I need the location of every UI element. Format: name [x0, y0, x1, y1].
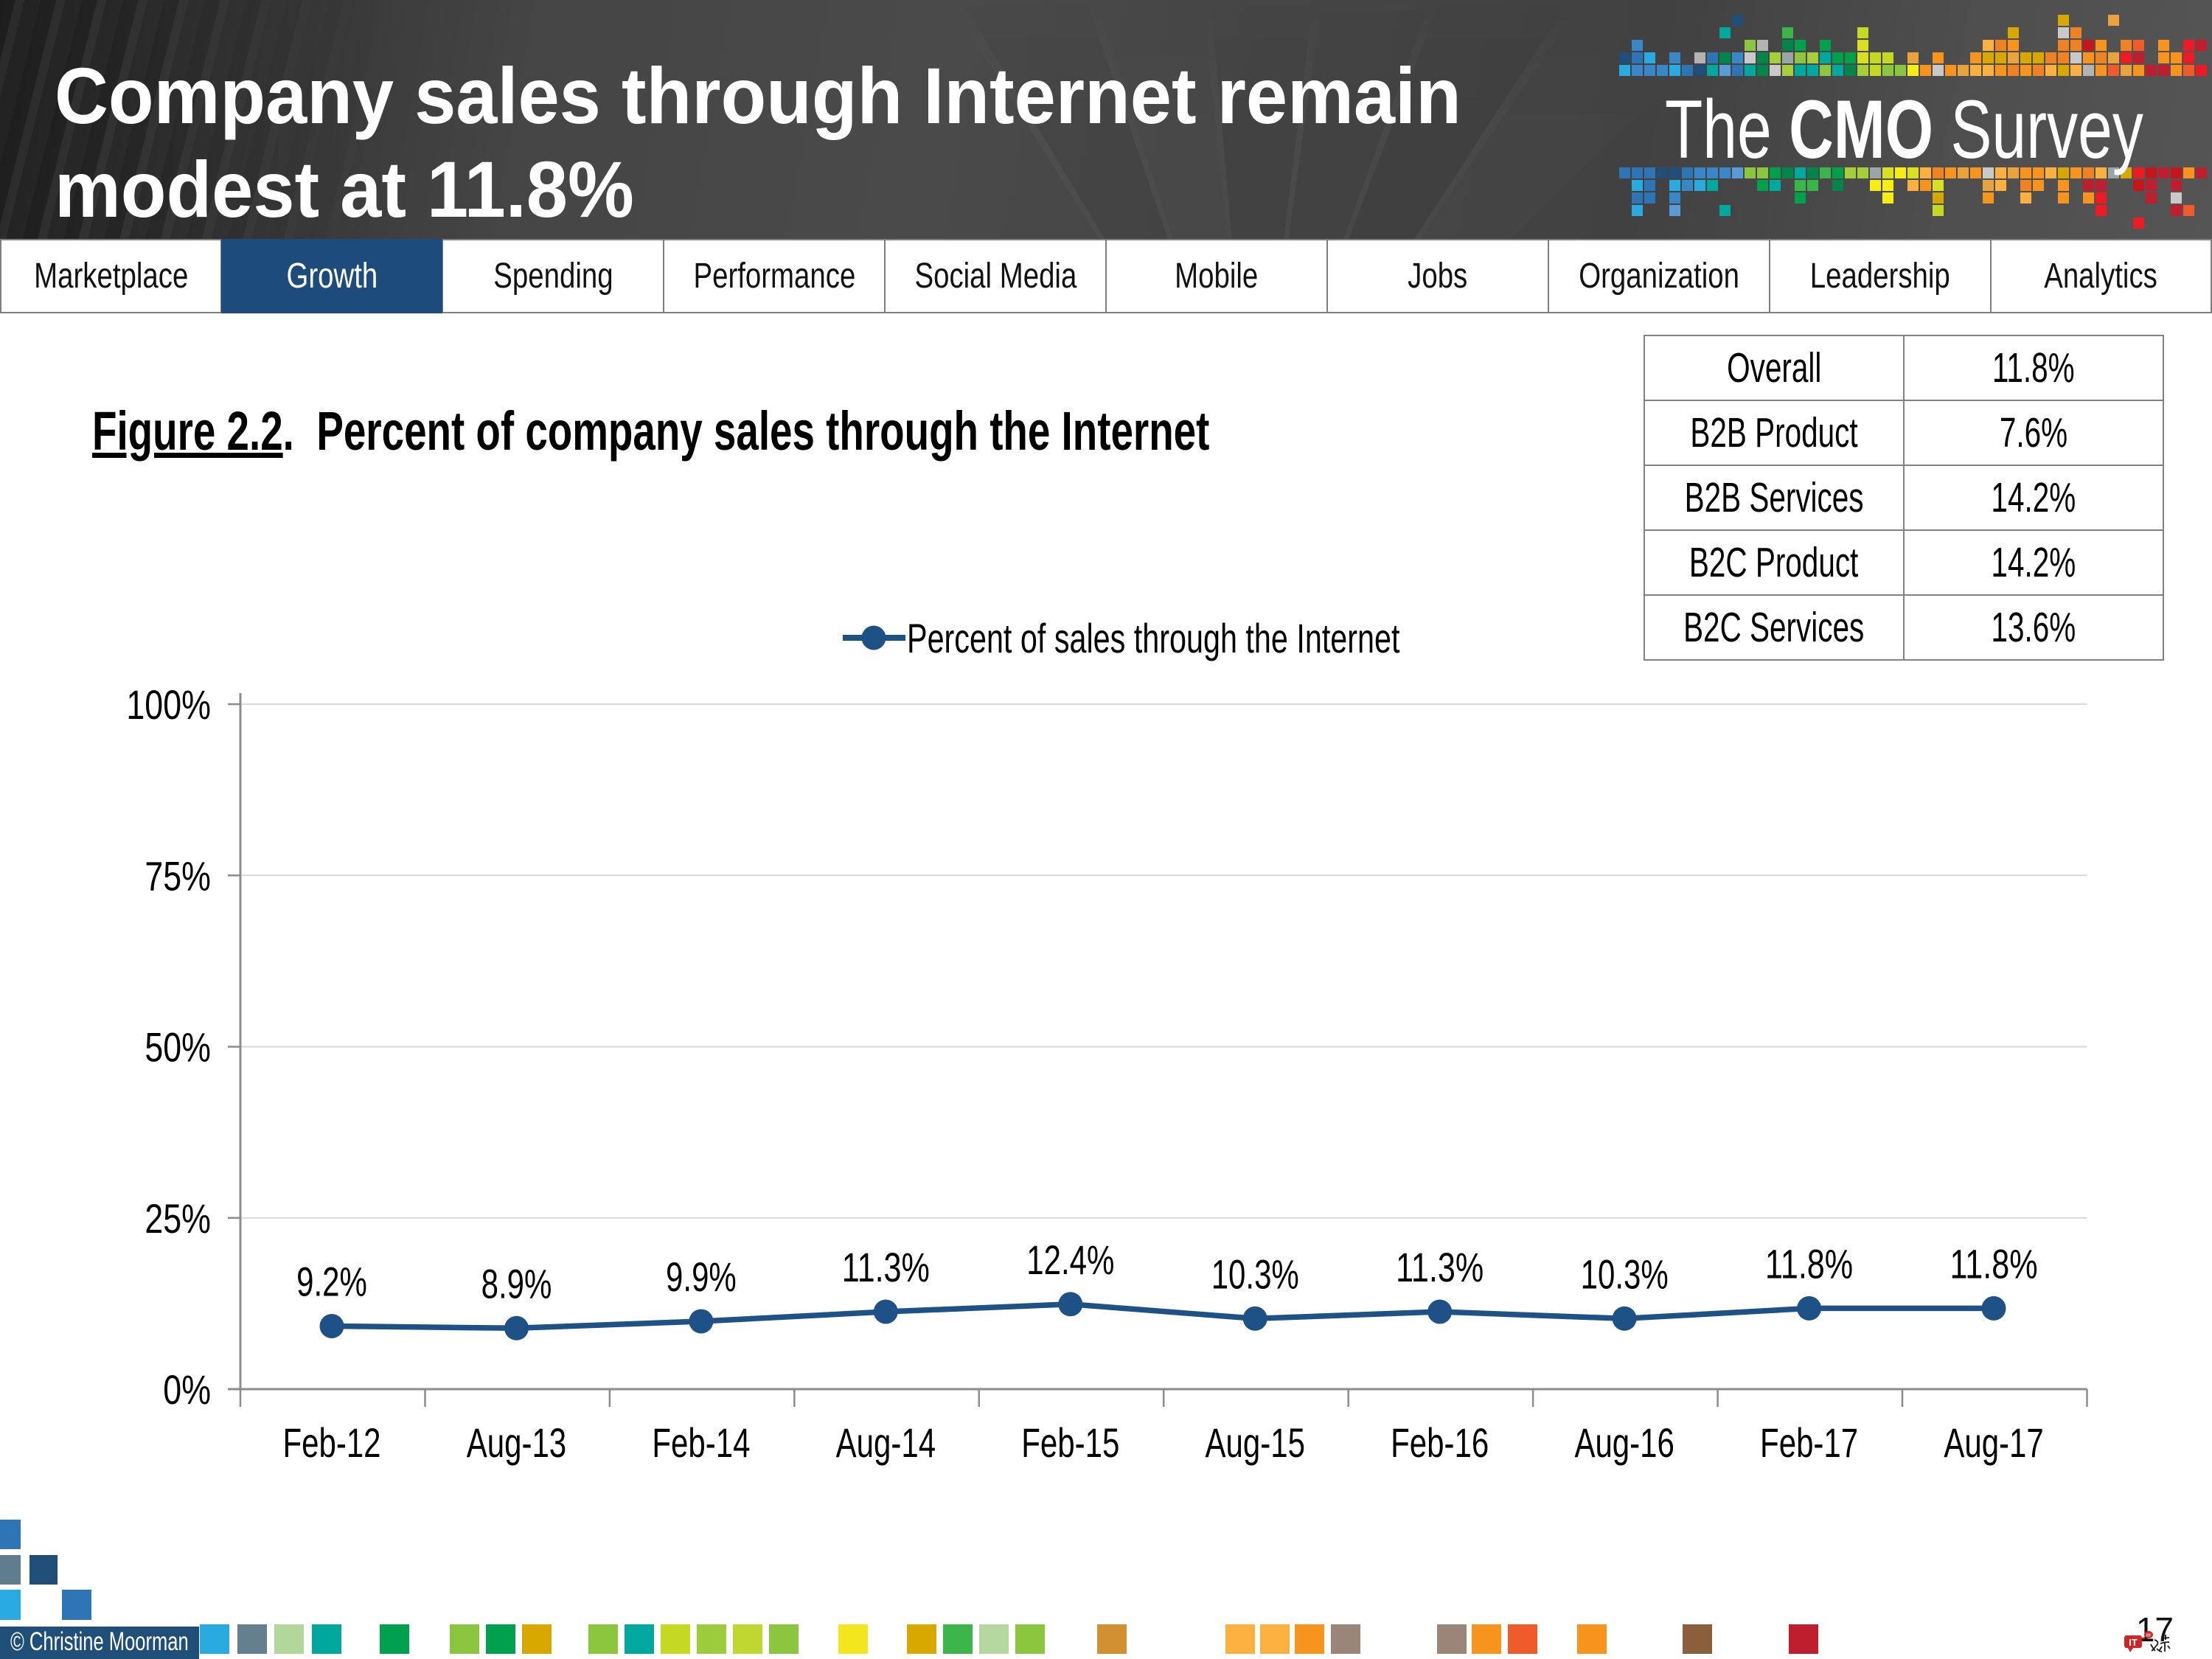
svg-text:11.8%: 11.8%: [1950, 1240, 2038, 1287]
svg-text:9.9%: 9.9%: [666, 1253, 737, 1300]
svg-text:Aug-13: Aug-13: [467, 1419, 566, 1466]
svg-text:10.3%: 10.3%: [1211, 1251, 1299, 1297]
svg-text:11.3%: 11.3%: [842, 1244, 930, 1290]
svg-text:Feb-17: Feb-17: [1760, 1419, 1858, 1466]
svg-text:Aug-15: Aug-15: [1206, 1419, 1305, 1466]
svg-text:25%: 25%: [145, 1195, 211, 1242]
svg-text:12.4%: 12.4%: [1026, 1237, 1114, 1283]
svg-text:50%: 50%: [145, 1024, 211, 1071]
svg-text:11.8%: 11.8%: [1765, 1240, 1853, 1287]
svg-text:© Christine Moorman: © Christine Moorman: [10, 1627, 189, 1656]
svg-text:8.9%: 8.9%: [481, 1260, 552, 1307]
svg-text:IT: IT: [2129, 1637, 2138, 1648]
svg-text:10.3%: 10.3%: [1581, 1251, 1669, 1297]
svg-text:Feb-14: Feb-14: [652, 1419, 750, 1466]
svg-text:9.2%: 9.2%: [296, 1259, 367, 1305]
svg-text:75%: 75%: [145, 852, 211, 899]
svg-text:er: er: [2146, 1632, 2151, 1638]
svg-text:Feb-15: Feb-15: [1021, 1419, 1119, 1466]
svg-text:Percent of sales through the I: Percent of sales through the Internet: [907, 615, 1400, 661]
svg-text:Feb-12: Feb-12: [282, 1419, 380, 1466]
svg-text:11.3%: 11.3%: [1396, 1244, 1484, 1290]
svg-text:Aug-17: Aug-17: [1944, 1419, 2043, 1466]
svg-text:Feb-16: Feb-16: [1391, 1419, 1489, 1466]
svg-text:Aug-16: Aug-16: [1574, 1419, 1674, 1466]
svg-text:100%: 100%: [126, 681, 211, 728]
svg-text:0%: 0%: [163, 1366, 211, 1413]
svg-text:Aug-14: Aug-14: [836, 1419, 936, 1466]
